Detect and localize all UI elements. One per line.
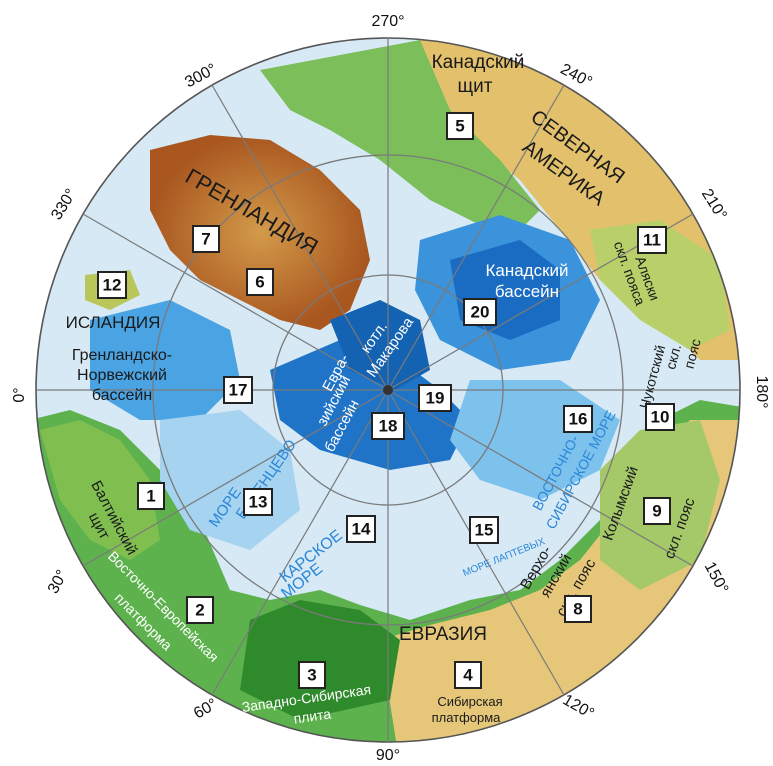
label-gn-basin-2: Норвежский [77, 367, 167, 384]
degree-60: 60° [191, 696, 220, 723]
degree-210: 210° [698, 186, 730, 223]
label-chukotka-3: пояс [681, 337, 704, 370]
svg-text:14: 14 [352, 520, 371, 539]
marker-18: 18 [371, 412, 405, 440]
label-iceland: ИСЛАНДИЯ [66, 313, 161, 332]
makarov-basin [330, 300, 430, 390]
degree-180: 180° [753, 375, 770, 408]
svg-text:4: 4 [463, 666, 473, 685]
marker-13: 13 [243, 488, 273, 516]
marker-10: 10 [645, 403, 675, 431]
greenland-land [150, 135, 370, 330]
svg-text:2: 2 [195, 601, 204, 620]
svg-text:19: 19 [426, 389, 445, 408]
canada-arch-land [260, 40, 540, 240]
degree-0: 0° [11, 387, 28, 402]
degree-120: 120° [560, 691, 597, 722]
marker-7: 7 [192, 225, 220, 253]
svg-text:1: 1 [146, 487, 155, 506]
label-canada-basin-2: бассейн [495, 282, 559, 301]
label-siberian-platform-1: Сибирская [437, 694, 502, 709]
degree-270: 270° [371, 13, 404, 30]
marker-15: 15 [469, 516, 499, 544]
svg-text:18: 18 [379, 417, 398, 436]
svg-text:20: 20 [471, 303, 490, 322]
baltic-land [40, 420, 160, 560]
marker-1: 1 [137, 482, 165, 510]
marker-8: 8 [564, 595, 592, 623]
marker-6: 6 [246, 268, 274, 296]
degree-330: 330° [48, 186, 80, 223]
svg-text:15: 15 [475, 521, 494, 540]
label-canada-basin-1: Канадский [485, 261, 568, 280]
svg-text:17: 17 [229, 381, 248, 400]
marker-19: 19 [418, 384, 452, 412]
label-ws-plate-2: плита [293, 705, 333, 726]
svg-text:5: 5 [455, 117, 464, 136]
label-eurasia: ЕВРАЗИЯ [399, 624, 487, 645]
degree-30: 30° [45, 567, 71, 596]
west-siberia-dark [240, 600, 400, 720]
degree-90: 90° [376, 747, 400, 764]
svg-text:11: 11 [643, 231, 661, 250]
svg-text:7: 7 [201, 230, 210, 249]
svg-text:13: 13 [249, 493, 268, 512]
marker-4: 4 [454, 661, 482, 689]
label-gn-basin-1: Гренландско- [72, 347, 172, 364]
alaska-land [590, 220, 730, 350]
degree-150: 150° [701, 559, 732, 596]
label-canadian-shield-2: щит [458, 76, 493, 97]
marker-9: 9 [643, 497, 671, 525]
svg-text:9: 9 [652, 502, 661, 521]
marker-16: 16 [563, 405, 593, 433]
svg-text:16: 16 [569, 410, 588, 429]
label-gn-basin-3: бассейн [92, 387, 152, 404]
marker-20: 20 [463, 298, 497, 326]
marker-14: 14 [346, 515, 376, 543]
svg-text:12: 12 [103, 276, 122, 295]
svg-text:10: 10 [651, 408, 670, 427]
marker-11: 11 [637, 226, 667, 254]
svg-text:8: 8 [573, 600, 582, 619]
marker-5: 5 [446, 112, 474, 140]
label-chukotka-2: скл. [662, 342, 684, 371]
north-pole-point [383, 385, 393, 395]
label-siberian-platform-2: платформа [432, 710, 502, 725]
marker-17: 17 [223, 376, 253, 404]
label-canadian-shield-1: Канадский [432, 52, 525, 73]
svg-text:3: 3 [307, 666, 316, 685]
svg-text:6: 6 [255, 273, 264, 292]
marker-12: 12 [97, 271, 127, 299]
marker-2: 2 [186, 596, 214, 624]
marker-3: 3 [298, 661, 326, 689]
eurasian-basin [270, 340, 470, 470]
